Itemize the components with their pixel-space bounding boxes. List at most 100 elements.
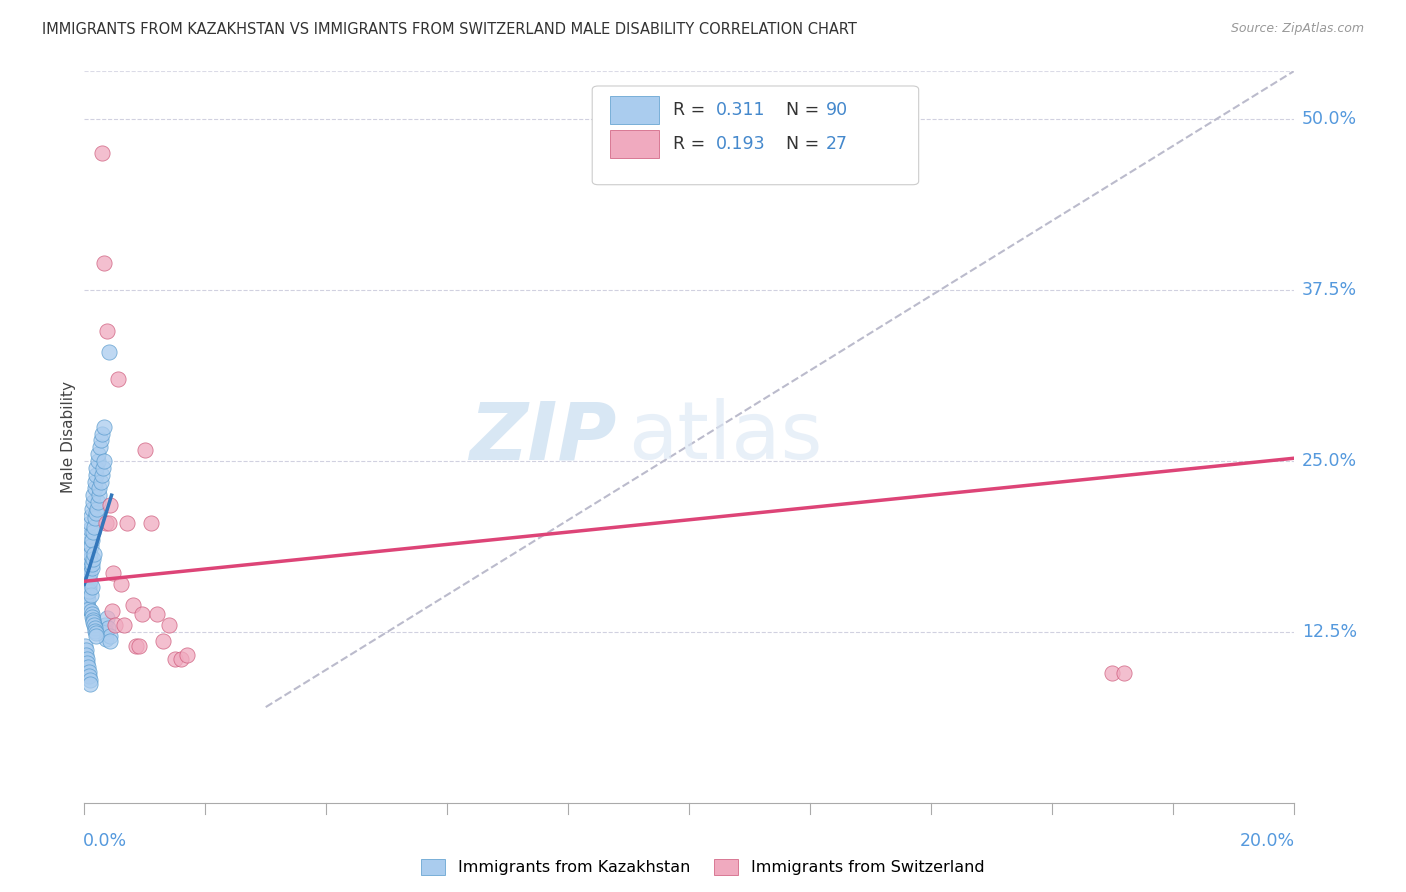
Point (165, 652, 187, 666)
Point (83, 621, 105, 635)
FancyBboxPatch shape (610, 96, 659, 124)
Point (79, 566, 101, 581)
Point (79, 552, 101, 566)
Point (93, 420, 115, 434)
Point (86, 629, 108, 643)
Point (75, 648, 97, 662)
Point (75, 591, 97, 605)
Point (80, 508, 103, 523)
Point (77, 570, 100, 584)
Point (83, 481, 105, 495)
Point (94, 618, 117, 632)
Point (82, 552, 104, 566)
Point (82, 615, 104, 630)
Point (98, 629, 121, 643)
Point (79, 677, 101, 691)
Point (83, 547, 105, 561)
Text: 25.0%: 25.0% (1302, 452, 1357, 470)
Text: N =: N = (786, 135, 818, 153)
Point (146, 607, 169, 621)
Point (90, 434, 112, 448)
Point (80, 607, 103, 621)
Point (76, 566, 98, 581)
Point (152, 634, 174, 648)
Point (82, 533, 104, 548)
Text: Source: ZipAtlas.com: Source: ZipAtlas.com (1230, 22, 1364, 36)
Point (79, 673, 101, 687)
Point (97, 344, 120, 359)
Point (76, 598, 98, 612)
Point (76, 549, 98, 564)
Text: N =: N = (786, 101, 818, 120)
Point (82, 610, 104, 624)
Point (83, 618, 105, 632)
Point (134, 443, 156, 458)
Point (91, 460, 114, 475)
Point (1101, 665, 1123, 680)
Point (77, 529, 100, 543)
Point (98, 498, 121, 512)
Point (90, 475, 112, 489)
Text: 0.0%: 0.0% (83, 832, 128, 850)
Point (115, 516, 138, 530)
Point (97, 516, 120, 530)
Point (86, 506, 108, 520)
Point (80, 560, 103, 574)
Text: IMMIGRANTS FROM KAZAKHSTAN VS IMMIGRANTS FROM SWITZERLAND MALE DISABILITY CORREL: IMMIGRANTS FROM KAZAKHSTAN VS IMMIGRANTS… (42, 22, 858, 37)
Text: R =: R = (673, 135, 706, 153)
Point (1114, 665, 1136, 680)
Point (80, 501, 103, 516)
Point (93, 454, 115, 468)
Point (76, 588, 98, 602)
Point (79, 522, 101, 536)
Point (87, 488, 110, 502)
Point (79, 516, 101, 530)
Point (90, 467, 112, 482)
Point (77, 660, 100, 674)
Point (84, 626, 107, 640)
Text: 37.5%: 37.5% (1302, 281, 1357, 299)
Point (82, 613, 104, 627)
Point (82, 495, 104, 509)
Point (77, 542, 100, 557)
Point (176, 648, 198, 662)
Text: R =: R = (673, 101, 706, 120)
Legend: Immigrants from Kazakhstan, Immigrants from Switzerland: Immigrants from Kazakhstan, Immigrants f… (422, 858, 984, 875)
Point (91, 146, 114, 161)
Point (86, 501, 108, 516)
Point (76, 657, 98, 671)
Point (86, 495, 108, 509)
Point (84, 467, 107, 482)
Point (79, 547, 101, 561)
Point (77, 668, 100, 682)
Point (76, 574, 98, 589)
Point (84, 475, 107, 489)
Point (170, 652, 193, 666)
Point (77, 580, 100, 594)
Point (77, 536, 100, 550)
Text: atlas: atlas (628, 398, 823, 476)
Point (80, 580, 103, 594)
Point (77, 593, 100, 607)
Point (75, 557, 97, 571)
Point (80, 539, 103, 553)
Point (77, 665, 100, 679)
Point (107, 372, 129, 386)
Text: 90: 90 (825, 101, 848, 120)
Point (77, 557, 100, 571)
Point (82, 525, 104, 540)
Point (76, 652, 98, 666)
Y-axis label: Male Disability: Male Disability (60, 381, 76, 493)
Point (157, 618, 180, 632)
Point (80, 604, 103, 618)
Point (82, 557, 104, 571)
Point (128, 639, 150, 653)
Point (77, 560, 100, 574)
Point (89, 440, 111, 454)
Point (73, 639, 96, 653)
Text: 0.193: 0.193 (716, 135, 765, 153)
Point (87, 447, 110, 461)
Point (139, 516, 162, 530)
Point (131, 607, 153, 621)
Text: 20.0%: 20.0% (1240, 832, 1295, 850)
